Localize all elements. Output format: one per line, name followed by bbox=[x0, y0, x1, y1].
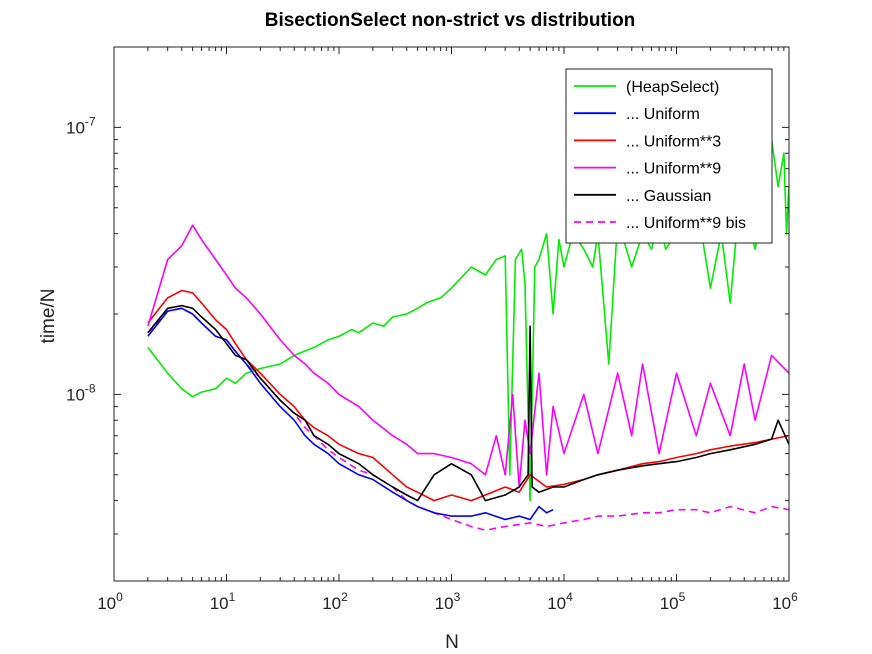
legend-label-2: ... Uniform**3 bbox=[626, 133, 721, 150]
x-tick-label: 106 bbox=[772, 590, 798, 613]
x-tick-label-exp: 3 bbox=[454, 590, 461, 604]
series-group bbox=[147, 138, 789, 531]
legend-box bbox=[565, 68, 773, 244]
plot-area bbox=[147, 138, 789, 531]
x-axis-label: N bbox=[445, 632, 459, 653]
legend: (HeapSelect) ... Uniform ... Uniform**3...… bbox=[565, 68, 773, 244]
x-tick-label: 103 bbox=[435, 590, 461, 613]
x-tick-label-exp: 2 bbox=[341, 590, 348, 604]
x-tick-label-exp: 1 bbox=[229, 590, 236, 604]
y-tick-label-base: 10 bbox=[66, 385, 85, 404]
y-tick-label: 10-8 bbox=[66, 381, 96, 404]
x-tick-label-base: 10 bbox=[547, 594, 566, 613]
series-line-4 bbox=[147, 304, 789, 502]
series-line-0 bbox=[147, 138, 789, 502]
x-tick-label-exp: 5 bbox=[679, 590, 686, 604]
legend-label-4: ... Gaussian bbox=[626, 188, 711, 205]
x-tick-label-exp: 0 bbox=[116, 590, 123, 604]
x-tick-label-base: 10 bbox=[660, 594, 679, 613]
x-tick-label: 104 bbox=[547, 590, 573, 613]
series-line-2 bbox=[147, 289, 789, 502]
legend-label-5: ... Uniform**9 bis bbox=[626, 215, 746, 232]
chart-title: BisectionSelect non-strict vs distributi… bbox=[265, 10, 636, 31]
series-line-3 bbox=[147, 224, 789, 488]
x-tick-label: 105 bbox=[660, 590, 686, 613]
series-line-1 bbox=[147, 307, 554, 521]
x-tick-label: 101 bbox=[210, 590, 236, 613]
y-tick-label-exp: -8 bbox=[85, 381, 96, 395]
y-tick-label: 10-7 bbox=[66, 114, 96, 137]
x-tick-label-base: 10 bbox=[322, 594, 341, 613]
x-tick-label-base: 10 bbox=[772, 594, 791, 613]
x-tick-label-exp: 4 bbox=[566, 590, 573, 604]
x-tick-label-base: 10 bbox=[97, 594, 116, 613]
x-tick-label: 100 bbox=[97, 590, 123, 613]
y-tick-label-exp: -7 bbox=[85, 114, 96, 128]
x-tick-label-base: 10 bbox=[210, 594, 229, 613]
x-tick-label-exp: 6 bbox=[791, 590, 798, 604]
y-tick-label-base: 10 bbox=[66, 118, 85, 137]
y-axis-label: time/N bbox=[38, 289, 59, 344]
x-tick-label: 102 bbox=[322, 590, 348, 613]
x-tick-label-base: 10 bbox=[435, 594, 454, 613]
legend-label-3: ... Uniform**9 bbox=[626, 161, 721, 178]
legend-label-0: (HeapSelect) bbox=[626, 79, 719, 96]
legend-label-1: ... Uniform bbox=[626, 106, 700, 123]
